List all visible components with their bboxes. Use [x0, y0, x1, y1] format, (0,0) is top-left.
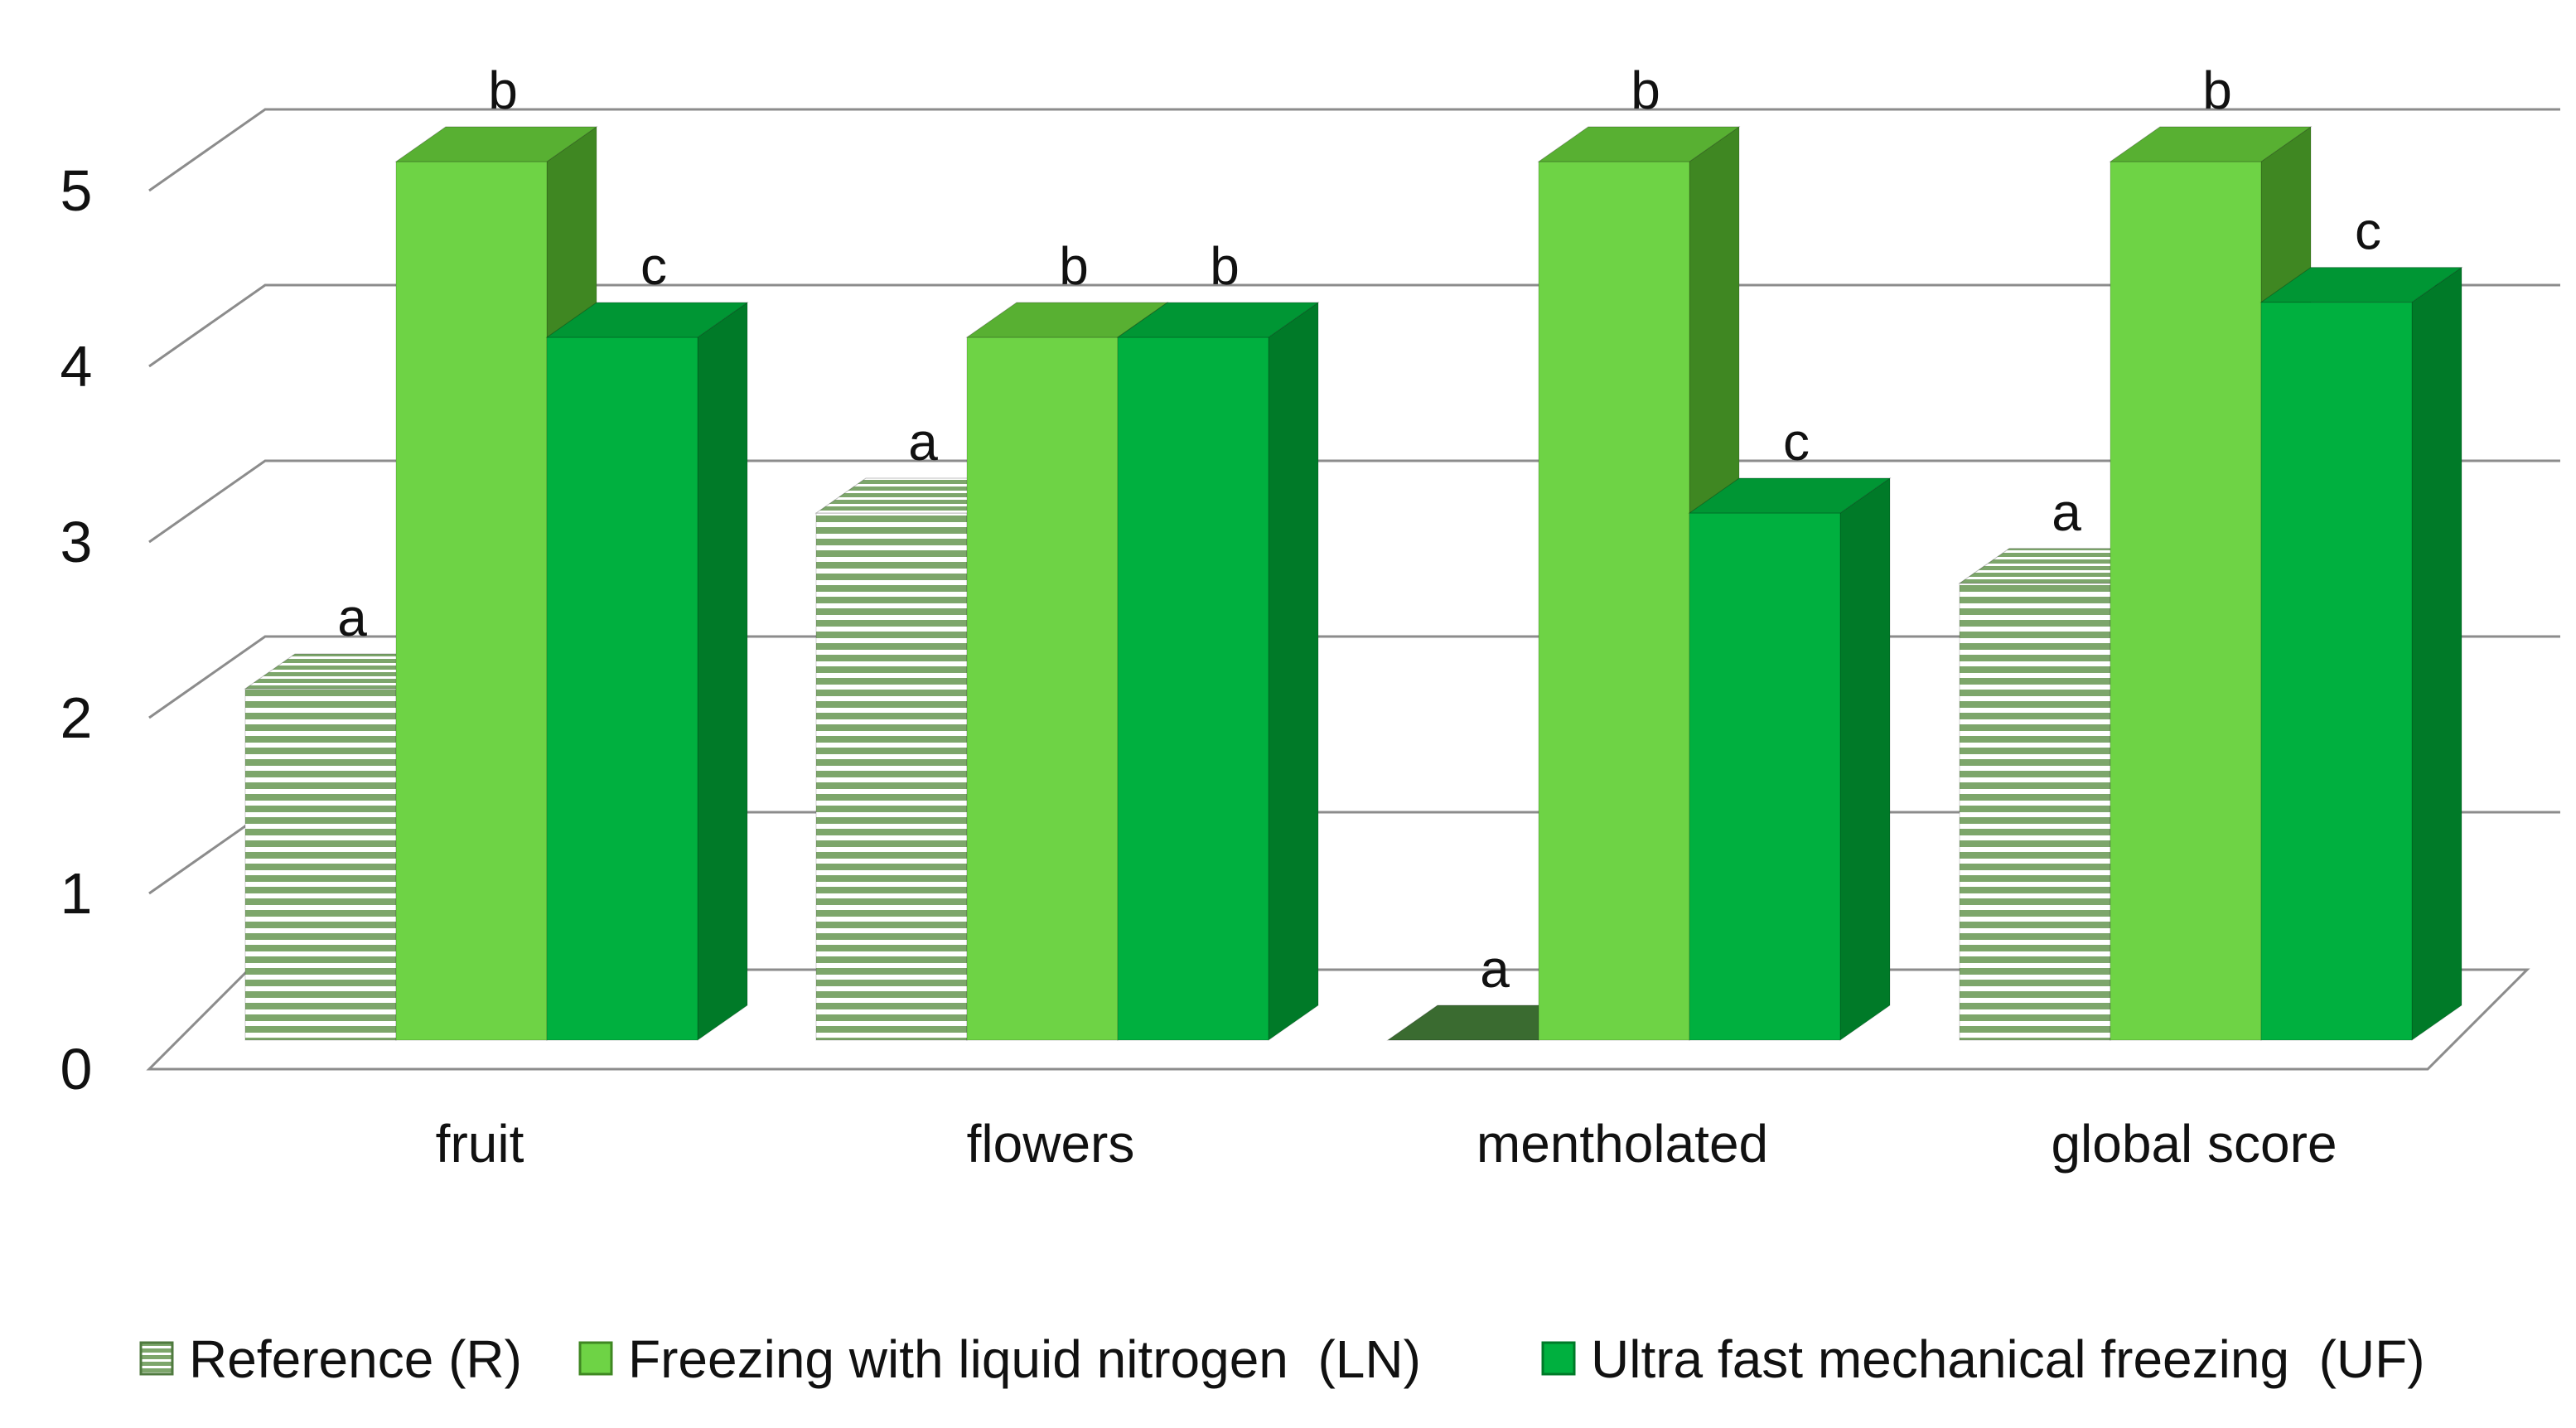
bar-front-face: [244, 688, 397, 1041]
legend-swatch: [1541, 1341, 1576, 1376]
bar-significance-label: a: [908, 412, 938, 472]
bar-side-face: [2411, 266, 2462, 1041]
bar-top-face: [545, 302, 749, 338]
bar-top-face: [1116, 302, 1320, 338]
y-tick-label: 0: [60, 1037, 93, 1101]
bar-front-face: [1538, 161, 1690, 1041]
bar-side-face: [1268, 302, 1319, 1041]
bar-top-face: [1537, 126, 1741, 162]
bar-top-face: [1688, 477, 1892, 514]
bar: [2259, 266, 2463, 1041]
category-labels: fruit flowers mentholated global score: [436, 1114, 2337, 1174]
bar-front-face: [815, 512, 968, 1041]
bar-significance-label: b: [1059, 236, 1089, 296]
bars: [244, 126, 2463, 1041]
bar-significance-label: a: [1480, 939, 1510, 999]
legend-item: Ultra fast mechanical freezing (UF): [1541, 1329, 2425, 1389]
bar-front-face: [2260, 302, 2413, 1041]
bar-significance-label: a: [337, 588, 367, 647]
bar-significance-label: b: [1210, 236, 1240, 296]
gridline: [148, 459, 2560, 544]
bar-front-face: [1689, 512, 1841, 1041]
bar-front-face: [2110, 161, 2262, 1041]
bar-front-face: [395, 161, 548, 1041]
legend-label: Ultra fast mechanical freezing (UF): [1591, 1329, 2425, 1389]
gridline: [148, 108, 2560, 192]
x-category-label: fruit: [436, 1114, 524, 1174]
bar-side-face: [1839, 477, 1891, 1041]
bar-significance-label: b: [488, 61, 518, 120]
bar-front-face: [966, 336, 1119, 1041]
bar-front-face: [546, 336, 698, 1041]
bar-front-face: [1117, 336, 1269, 1041]
legend-swatch: [578, 1341, 613, 1376]
bar: [545, 302, 749, 1041]
significance-labels: a b c a b b a b c a b c: [337, 61, 2381, 999]
bar-top-face: [2109, 126, 2313, 162]
legend: Reference (R) Freezing with liquid nitrog…: [139, 1329, 2425, 1389]
x-category-label: flowers: [967, 1114, 1135, 1174]
x-category-label: mentholated: [1476, 1114, 1768, 1174]
y-tick-label: 3: [60, 510, 93, 574]
y-tick-label: 2: [60, 685, 93, 750]
legend-label: Freezing with liquid nitrogen (LN): [628, 1329, 1421, 1389]
y-tick-label: 1: [60, 861, 93, 926]
legend-item: Freezing with liquid nitrogen (LN): [578, 1329, 1421, 1389]
y-tick-label: 4: [60, 334, 93, 399]
bar-significance-label: c: [1783, 412, 1810, 472]
x-category-label: global score: [2051, 1114, 2337, 1174]
legend-item: Reference (R): [139, 1329, 522, 1389]
bar-front-face: [1959, 583, 2111, 1041]
bar-significance-label: b: [2202, 61, 2232, 120]
gridline: [148, 283, 2560, 368]
y-axis: 0 1 2 3 4 5: [60, 158, 93, 1101]
y-tick-label: 5: [60, 158, 93, 223]
bar-significance-label: a: [2052, 482, 2081, 542]
bar-side-face: [697, 302, 748, 1041]
legend-label: Reference (R): [189, 1329, 522, 1389]
bar: [1116, 302, 1320, 1041]
bar: [1688, 477, 1892, 1041]
bar-significance-label: b: [1631, 61, 1660, 120]
bar-significance-label: c: [640, 236, 667, 296]
bar-significance-label: c: [2355, 201, 2381, 261]
legend-swatch: [139, 1341, 174, 1376]
bar-top-face: [2259, 267, 2463, 303]
bar-top-face: [394, 126, 598, 162]
